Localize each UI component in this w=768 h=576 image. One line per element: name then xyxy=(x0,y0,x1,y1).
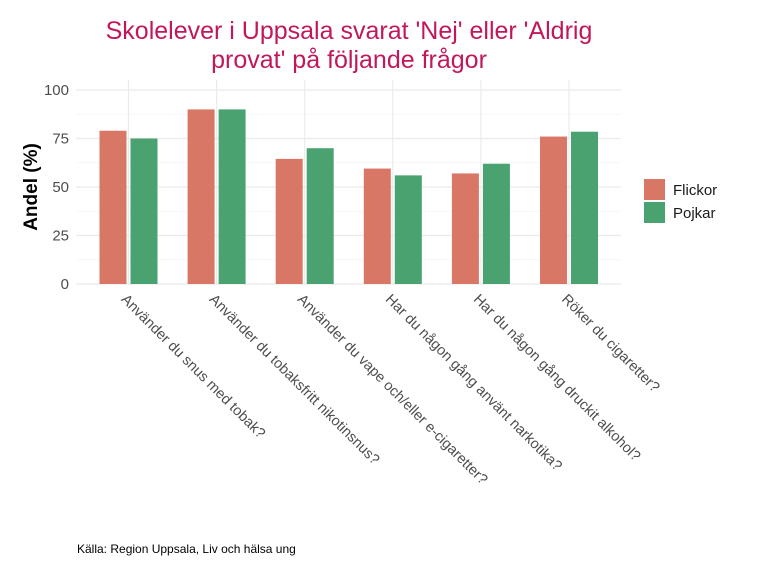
legend-key-pojkar xyxy=(644,202,665,223)
bar-pojkar-4 xyxy=(394,175,422,284)
bar-pojkar-1 xyxy=(130,138,158,284)
bar-pojkar-3 xyxy=(306,148,334,284)
bar-pojkar-5 xyxy=(482,163,510,284)
bar-flickor-1 xyxy=(99,130,127,284)
chart-title-line-2: provat' på följande frågor xyxy=(211,46,487,74)
bar-flickor-6 xyxy=(540,136,567,284)
legend: Flickor Pojkar xyxy=(644,179,717,223)
x-tick-label: Använder du vape och/eller e-cigaretter? xyxy=(294,292,491,489)
bar-pojkar-6 xyxy=(571,131,598,284)
legend-key-flickor xyxy=(644,179,665,200)
caption: Källa: Region Uppsala, Liv och hälsa ung xyxy=(77,542,296,556)
x-tick-label: Röker du cigaretter? xyxy=(558,292,662,396)
y-axis-ticks: 0 25 50 75 100 xyxy=(44,82,69,293)
x-tick-label: Har du någon gång druckit alkohol? xyxy=(470,292,643,465)
legend-label-pojkar: Pojkar xyxy=(673,205,716,222)
chart-title-line-1: Skolelever i Uppsala svarat 'Nej' eller … xyxy=(106,17,593,45)
bar-flickor-3 xyxy=(275,158,303,284)
y-axis-label: Andel (%) xyxy=(21,143,42,231)
grid-lines xyxy=(76,80,621,285)
y-tick-label: 50 xyxy=(52,179,69,196)
y-tick-label: 100 xyxy=(44,82,69,99)
bar-flickor-4 xyxy=(363,168,391,284)
y-tick-label: 75 xyxy=(52,131,69,148)
chart-title: Skolelever i Uppsala svarat 'Nej' eller … xyxy=(106,17,593,74)
y-tick-label: 25 xyxy=(52,228,69,245)
bar-flickor-5 xyxy=(451,173,479,284)
bar-pojkar-2 xyxy=(218,109,246,285)
legend-label-flickor: Flickor xyxy=(673,182,717,199)
x-tick-label: Använder du snus med tobak? xyxy=(118,292,268,442)
x-axis-ticks: Använder du snus med tobak?Använder du t… xyxy=(118,292,663,489)
bar-flickor-2 xyxy=(187,109,215,285)
x-tick-label: Använder du tobaksfritt nikotinsnus? xyxy=(206,292,383,469)
bars xyxy=(99,109,598,285)
x-tick-label: Har du någon gång använt narkotika? xyxy=(382,292,565,475)
y-tick-label: 0 xyxy=(61,276,69,293)
